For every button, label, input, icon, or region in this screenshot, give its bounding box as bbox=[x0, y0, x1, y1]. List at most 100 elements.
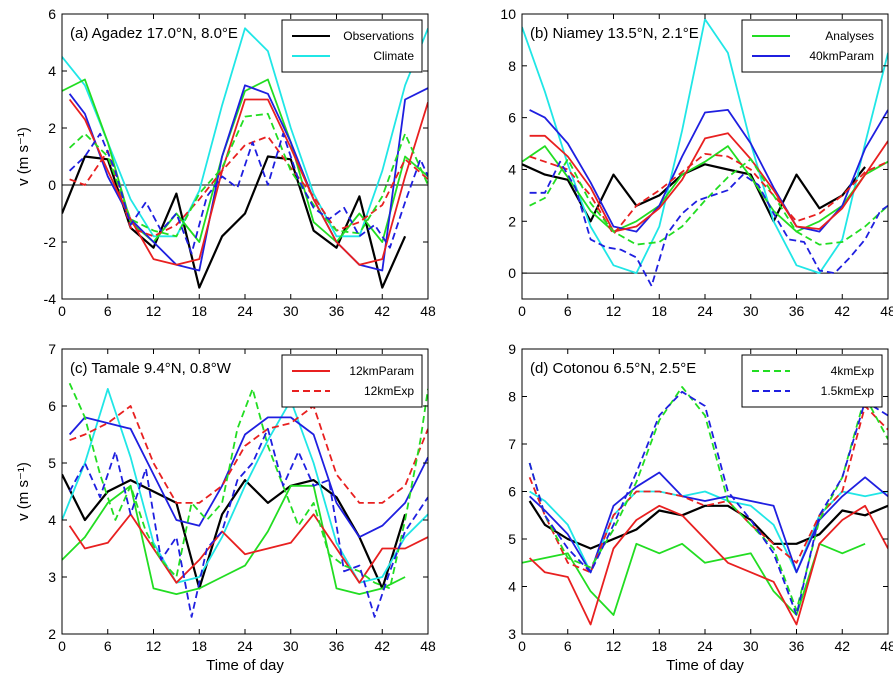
x-tick-label: 6 bbox=[104, 638, 112, 654]
y-tick-label: 4 bbox=[48, 512, 56, 528]
y-tick-label: -4 bbox=[44, 291, 57, 307]
y-tick-label: 8 bbox=[508, 389, 516, 405]
series-group bbox=[522, 386, 888, 626]
series-line-40kmparam bbox=[68, 416, 428, 538]
x-tick-label: 6 bbox=[104, 303, 112, 319]
x-tick-label: 24 bbox=[237, 303, 253, 319]
series-line-climate bbox=[62, 387, 428, 584]
legend-box bbox=[281, 354, 423, 408]
series-line-12kmexp bbox=[69, 135, 428, 238]
x-tick-label: 18 bbox=[651, 638, 667, 654]
y-tick-label: 0 bbox=[48, 177, 56, 193]
x-axis-label: Time of day bbox=[666, 657, 744, 674]
panel-2: 0 6 12 18 24 30 36 42 48 2 3 4 5 6 7 (c) Tamale 9.4°N, … bbox=[15, 341, 436, 674]
series-line-1-5kmexp bbox=[529, 160, 888, 287]
y-tick-label: 10 bbox=[500, 6, 516, 22]
panel-title: (b) Niamey 13.5°N, 2.1°E bbox=[530, 25, 699, 42]
x-tick-label: 18 bbox=[191, 303, 207, 319]
series-line-12kmparam bbox=[529, 132, 888, 233]
series-line-climate bbox=[522, 18, 888, 275]
panel-title: (d) Cotonou 6.5°N, 2.5°E bbox=[530, 360, 696, 377]
y-tick-label: 0 bbox=[508, 265, 516, 281]
series-line-12kmexp bbox=[528, 405, 888, 574]
x-tick-label: 36 bbox=[329, 638, 345, 654]
x-tick-label: 12 bbox=[146, 638, 162, 654]
legend-label: Observations bbox=[343, 29, 414, 43]
series-line-12kmparam bbox=[528, 504, 888, 626]
x-tick-label: 48 bbox=[420, 303, 436, 319]
series-line-4kmexp bbox=[68, 112, 428, 238]
y-tick-label: 6 bbox=[48, 6, 56, 22]
series-group bbox=[62, 27, 428, 289]
y-tick-label: 4 bbox=[48, 63, 56, 79]
series-line-analyses bbox=[522, 145, 888, 233]
series-line-12kmparam bbox=[68, 513, 428, 584]
series-line-analyses bbox=[62, 484, 406, 595]
y-tick-label: 3 bbox=[48, 569, 56, 585]
y-tick-label: 7 bbox=[48, 341, 56, 357]
x-tick-label: 6 bbox=[564, 638, 572, 654]
series-line-4kmexp bbox=[68, 382, 428, 590]
x-tick-label: 42 bbox=[374, 303, 390, 319]
y-tick-label: 3 bbox=[508, 626, 516, 642]
y-tick-label: -2 bbox=[44, 234, 57, 250]
y-axis-label: v (m s⁻¹) bbox=[15, 127, 32, 186]
x-tick-label: 12 bbox=[606, 638, 622, 654]
y-axis-label: v (m s⁻¹) bbox=[15, 462, 32, 521]
x-tick-label: 42 bbox=[374, 638, 390, 654]
series-line-1-5kmexp bbox=[528, 390, 888, 616]
series-line-analyses bbox=[522, 542, 866, 616]
series-group bbox=[522, 18, 888, 287]
legend-label: Climate bbox=[373, 49, 414, 63]
y-tick-label: 2 bbox=[508, 213, 516, 229]
x-tick-label: 24 bbox=[237, 638, 253, 654]
y-tick-label: 6 bbox=[48, 398, 56, 414]
x-tick-label: 0 bbox=[518, 303, 526, 319]
legend: 12kmParam 12kmExp bbox=[281, 354, 423, 408]
y-tick-label: 6 bbox=[508, 484, 516, 500]
series-line-observations bbox=[528, 500, 888, 550]
x-tick-label: 12 bbox=[606, 303, 622, 319]
legend: Observations Climate bbox=[281, 19, 423, 73]
x-tick-label: 30 bbox=[743, 303, 759, 319]
x-tick-label: 42 bbox=[834, 638, 850, 654]
series-line-1-5kmexp bbox=[68, 427, 428, 618]
y-tick-label: 4 bbox=[508, 579, 516, 595]
legend-label: 40kmParam bbox=[809, 49, 874, 63]
series-line-1-5kmexp bbox=[68, 132, 428, 255]
x-tick-label: 36 bbox=[789, 638, 805, 654]
legend-box bbox=[741, 19, 883, 73]
x-tick-label: 0 bbox=[518, 638, 526, 654]
x-tick-label: 48 bbox=[420, 638, 436, 654]
x-tick-label: 24 bbox=[697, 638, 713, 654]
y-tick-label: 7 bbox=[508, 436, 516, 452]
x-tick-label: 18 bbox=[651, 303, 667, 319]
x-tick-label: 30 bbox=[743, 638, 759, 654]
y-tick-label: 5 bbox=[48, 455, 56, 471]
series-line-12kmexp bbox=[529, 152, 888, 236]
x-tick-label: 48 bbox=[880, 303, 893, 319]
y-tick-label: 2 bbox=[48, 626, 56, 642]
y-tick-label: 8 bbox=[508, 58, 516, 74]
panel-title: (a) Agadez 17.0°N, 8.0°E bbox=[70, 25, 238, 42]
series-line-4kmexp bbox=[528, 386, 888, 612]
legend: 4kmExp 1.5kmExp bbox=[741, 354, 883, 408]
legend-label: 12kmParam bbox=[349, 364, 414, 378]
x-tick-label: 36 bbox=[329, 303, 345, 319]
series-line-analyses bbox=[62, 78, 428, 243]
series-line-4kmexp bbox=[529, 158, 888, 246]
x-tick-label: 42 bbox=[834, 303, 850, 319]
x-tick-label: 30 bbox=[283, 638, 299, 654]
legend-label: 4kmExp bbox=[831, 364, 875, 378]
y-tick-label: 6 bbox=[508, 110, 516, 126]
series-line-12kmexp bbox=[69, 405, 428, 504]
series-line-climate bbox=[62, 27, 428, 238]
panel-title: (c) Tamale 9.4°N, 0.8°W bbox=[70, 360, 232, 377]
y-tick-label: 2 bbox=[48, 120, 56, 136]
x-tick-label: 6 bbox=[564, 303, 572, 319]
x-tick-label: 24 bbox=[697, 303, 713, 319]
x-tick-label: 48 bbox=[880, 638, 893, 654]
